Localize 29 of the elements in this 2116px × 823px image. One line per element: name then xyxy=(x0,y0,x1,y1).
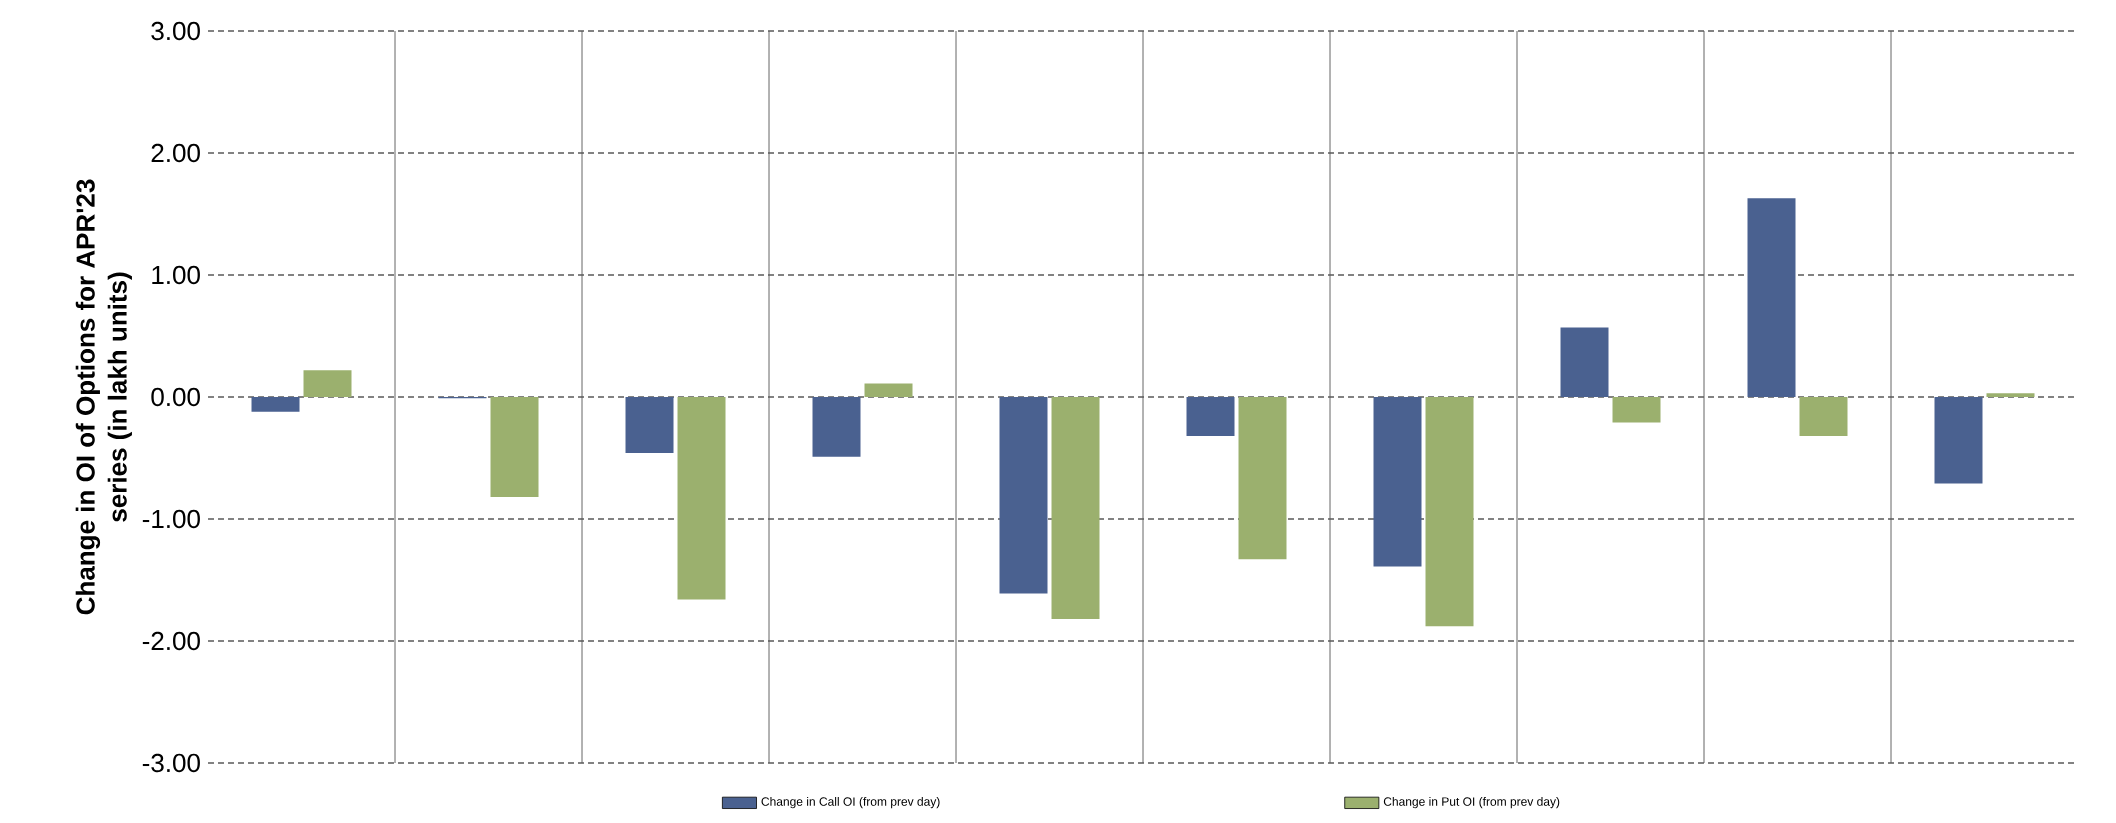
y-tick-label: 1.00 xyxy=(152,265,200,285)
bar xyxy=(1747,198,1796,397)
y-tick-label: -2.00 xyxy=(142,631,200,651)
bar xyxy=(864,383,913,397)
bar xyxy=(1238,396,1287,560)
y-tick-label: -1.00 xyxy=(142,509,200,529)
bar xyxy=(1612,396,1661,423)
y-tick-label: 0.00 xyxy=(151,387,200,407)
bar xyxy=(1560,327,1609,397)
bar xyxy=(625,396,674,454)
bar xyxy=(1373,396,1422,567)
y-tick-label: 3.00 xyxy=(151,21,200,41)
bar xyxy=(677,396,726,600)
y-tick-label: 2.00 xyxy=(151,143,200,163)
bar xyxy=(1186,396,1235,437)
bar xyxy=(251,396,300,412)
bar xyxy=(1986,393,2035,397)
y-axis-title: Change in OI of Options for APR'23 series (in lakh units) xyxy=(75,179,132,615)
bar xyxy=(812,396,861,457)
bar xyxy=(1799,396,1848,437)
y-tick-label: -3.00 xyxy=(142,753,200,773)
bar xyxy=(1425,396,1474,627)
bar xyxy=(490,396,539,498)
legend-label: Change in Call OI (from prev day) xyxy=(761,796,940,809)
bar xyxy=(999,396,1048,594)
legend-label: Change in Put OI (from prev day) xyxy=(1383,796,1560,809)
bar xyxy=(303,370,352,397)
bar xyxy=(1934,396,1983,484)
bar xyxy=(1051,396,1100,620)
